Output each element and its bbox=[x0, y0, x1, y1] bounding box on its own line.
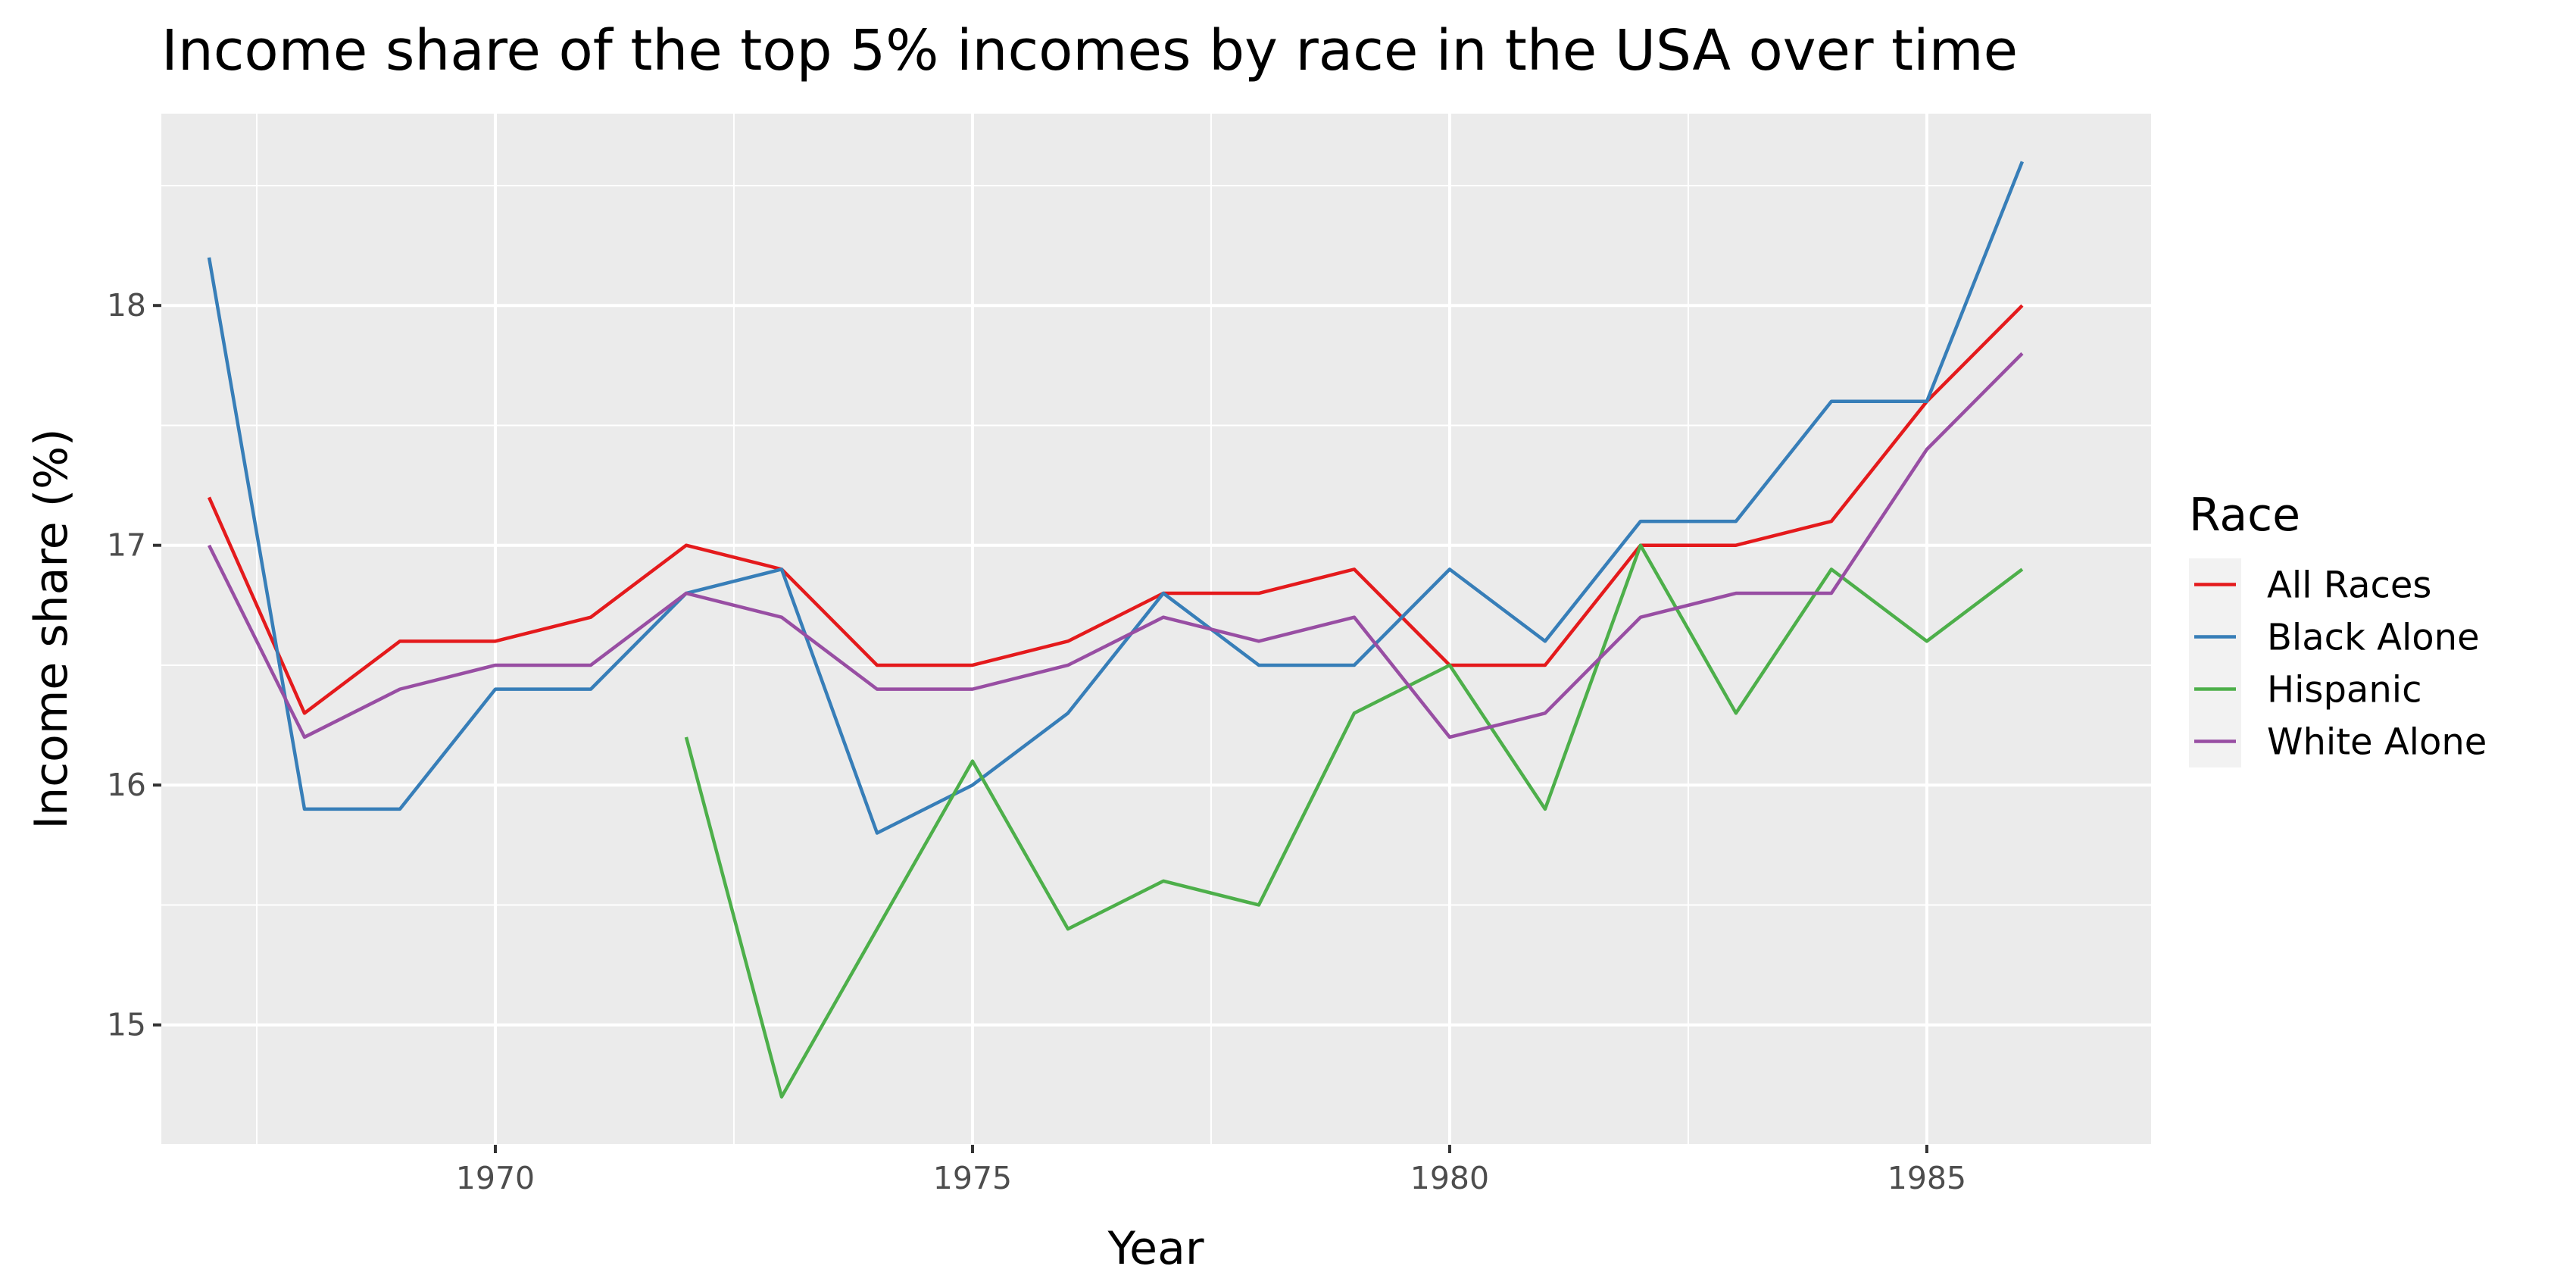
legend-label: White Alone bbox=[2267, 721, 2487, 764]
legend-item-white-alone: White Alone bbox=[2189, 715, 2487, 767]
series-line-black-alone bbox=[207, 161, 2025, 835]
legend: Race All Races Black Alone Hispanic White A… bbox=[2189, 489, 2487, 767]
x-tick-label: 1970 bbox=[456, 1160, 535, 1196]
y-tick-label: 18 bbox=[107, 287, 146, 324]
series-line-white-alone bbox=[207, 352, 2024, 739]
y-axis-title: Income share (%) bbox=[25, 428, 78, 829]
legend-items: All Races Black Alone Hispanic White Alone bbox=[2189, 558, 2487, 767]
legend-item-all-races: All Races bbox=[2189, 558, 2431, 611]
y-tick-label: 15 bbox=[107, 1007, 146, 1043]
legend-item-black-alone: Black Alone bbox=[2189, 611, 2480, 663]
y-tick-label: 16 bbox=[107, 767, 146, 803]
x-axis-title: Year bbox=[1107, 1222, 1204, 1275]
series-line-hispanic bbox=[684, 543, 2024, 1099]
series-line-all-races bbox=[207, 304, 2024, 715]
y-tick-label: 17 bbox=[107, 527, 146, 564]
legend-label: Black Alone bbox=[2267, 617, 2480, 659]
x-tick-label: 1985 bbox=[1888, 1160, 1966, 1196]
legend-title: Race bbox=[2189, 489, 2300, 542]
series-lines bbox=[207, 161, 2025, 1099]
legend-item-hispanic: Hispanic bbox=[2189, 663, 2421, 715]
x-tick-label: 1975 bbox=[933, 1160, 1012, 1196]
major-gridlines bbox=[161, 114, 2151, 1145]
plot-panel bbox=[161, 114, 2151, 1145]
y-axis-ticks: 15 16 17 18 bbox=[107, 287, 161, 1043]
x-tick-label: 1980 bbox=[1410, 1160, 1489, 1196]
x-axis-ticks: 1970 1975 1980 1985 bbox=[456, 1145, 1966, 1196]
legend-label: Hispanic bbox=[2267, 669, 2421, 711]
legend-label: All Races bbox=[2267, 564, 2431, 607]
chart-title: Income share of the top 5% incomes by ra… bbox=[161, 18, 2018, 83]
